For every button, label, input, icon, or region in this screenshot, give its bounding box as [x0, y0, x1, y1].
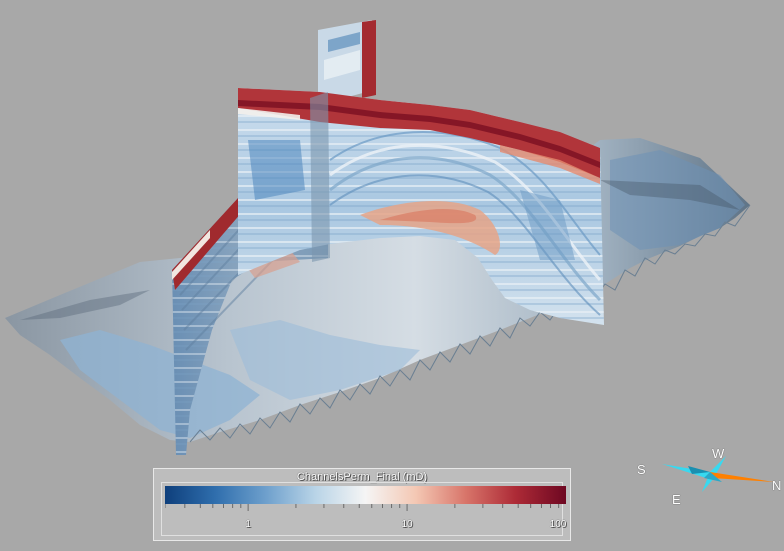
- legend-frame: 1 10 100: [161, 482, 566, 536]
- compass-south-label: S: [637, 462, 646, 477]
- compass-west-label: W: [712, 446, 725, 461]
- compass-east-label: E: [672, 492, 681, 507]
- tick-label: 1: [245, 519, 251, 530]
- orientation-compass[interactable]: W S E N: [632, 442, 784, 512]
- color-legend: ChannelsPerm_Final (mD) 1 10 100: [153, 468, 571, 541]
- compass-rose-icon: [662, 456, 774, 492]
- legend-title: ChannelsPerm_Final (mD): [296, 471, 428, 483]
- colorbar: [165, 486, 566, 504]
- cross-section-intersect: [310, 92, 330, 262]
- cross-section-vertical: [318, 20, 376, 105]
- cross-section-main: [238, 88, 604, 325]
- tick-label: 10: [401, 519, 413, 530]
- compass-north-label: N: [772, 478, 782, 493]
- colorbar-ticks: [165, 504, 560, 511]
- tick-label: 100: [549, 519, 567, 530]
